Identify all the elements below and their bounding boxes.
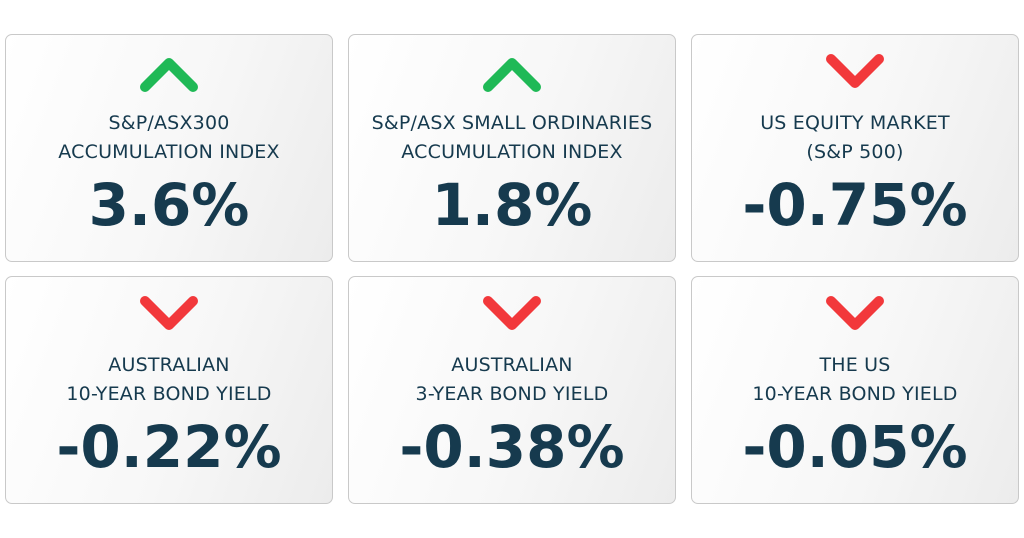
market-card-us-10yr-bond: THE US 10-YEAR BOND YIELD -0.05%: [691, 276, 1019, 504]
card-label: THE US 10-YEAR BOND YIELD: [692, 351, 1018, 409]
card-label: S&P/ASX300 ACCUMULATION INDEX: [6, 109, 332, 167]
market-card-small-ordinaries: S&P/ASX SMALL ORDINARIES ACCUMULATION IN…: [348, 34, 676, 262]
chevron-down-icon: [140, 296, 198, 330]
card-label-line1: S&P/ASX300: [108, 112, 230, 134]
card-value: -0.38%: [399, 413, 625, 481]
market-card-asx300: S&P/ASX300 ACCUMULATION INDEX 3.6%: [5, 34, 333, 262]
card-label-line1: S&P/ASX SMALL ORDINARIES: [371, 112, 653, 134]
market-card-au-10yr-bond: AUSTRALIAN 10-YEAR BOND YIELD -0.22%: [5, 276, 333, 504]
card-label-line2: ACCUMULATION INDEX: [401, 141, 623, 163]
card-value: -0.75%: [742, 171, 968, 239]
card-label-line1: AUSTRALIAN: [451, 354, 573, 376]
chevron-down-icon: [483, 296, 541, 330]
card-label: S&P/ASX SMALL ORDINARIES ACCUMULATION IN…: [349, 109, 675, 167]
card-label: AUSTRALIAN 10-YEAR BOND YIELD: [6, 351, 332, 409]
chevron-down-icon: [826, 54, 884, 88]
card-value: -0.05%: [742, 413, 968, 481]
card-label-line2: 3-YEAR BOND YIELD: [415, 383, 609, 405]
card-value: 3.6%: [88, 171, 250, 239]
card-value: 1.8%: [431, 171, 593, 239]
card-label-line2: 10-YEAR BOND YIELD: [66, 383, 272, 405]
card-label-line2: (S&P 500): [806, 141, 904, 163]
card-label-line1: AUSTRALIAN: [108, 354, 230, 376]
market-summary-grid: S&P/ASX300 ACCUMULATION INDEX 3.6% S&P/A…: [5, 34, 1019, 504]
market-card-au-3yr-bond: AUSTRALIAN 3-YEAR BOND YIELD -0.38%: [348, 276, 676, 504]
card-label-line1: THE US: [819, 354, 891, 376]
card-value: -0.22%: [56, 413, 282, 481]
chevron-up-icon: [483, 58, 541, 92]
card-label-line2: ACCUMULATION INDEX: [58, 141, 280, 163]
chevron-up-icon: [140, 58, 198, 92]
card-label-line2: 10-YEAR BOND YIELD: [752, 383, 958, 405]
card-label: AUSTRALIAN 3-YEAR BOND YIELD: [349, 351, 675, 409]
card-label: US EQUITY MARKET (S&P 500): [692, 109, 1018, 167]
card-label-line1: US EQUITY MARKET: [760, 112, 950, 134]
chevron-down-icon: [826, 296, 884, 330]
market-card-us-equity: US EQUITY MARKET (S&P 500) -0.75%: [691, 34, 1019, 262]
